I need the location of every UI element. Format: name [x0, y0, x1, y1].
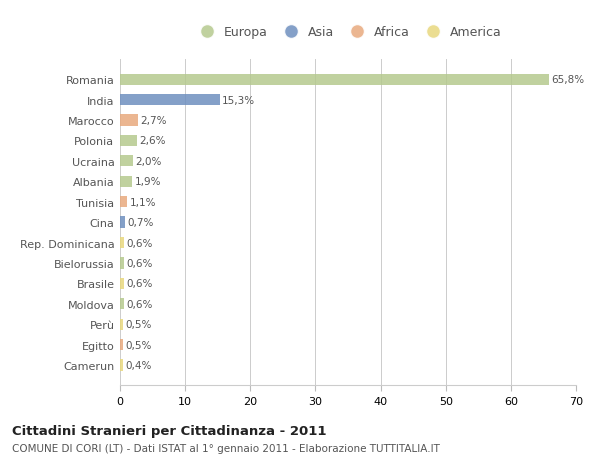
- Bar: [120, 156, 133, 167]
- Bar: [120, 217, 125, 228]
- Bar: [120, 135, 137, 147]
- Text: 2,0%: 2,0%: [136, 157, 162, 167]
- Text: 15,3%: 15,3%: [222, 95, 256, 106]
- Text: 0,6%: 0,6%: [127, 279, 153, 289]
- Text: 0,5%: 0,5%: [126, 319, 152, 330]
- Bar: [120, 359, 122, 371]
- Bar: [120, 258, 124, 269]
- Text: 0,6%: 0,6%: [127, 238, 153, 248]
- Text: 65,8%: 65,8%: [551, 75, 584, 85]
- Bar: [120, 319, 123, 330]
- Text: 0,4%: 0,4%: [125, 360, 152, 370]
- Text: 1,1%: 1,1%: [130, 197, 156, 207]
- Text: 0,6%: 0,6%: [127, 299, 153, 309]
- Bar: [120, 115, 137, 126]
- Bar: [120, 176, 133, 187]
- Bar: [120, 339, 123, 350]
- Text: COMUNE DI CORI (LT) - Dati ISTAT al 1° gennaio 2011 - Elaborazione TUTTITALIA.IT: COMUNE DI CORI (LT) - Dati ISTAT al 1° g…: [12, 443, 440, 453]
- Text: 2,6%: 2,6%: [140, 136, 166, 146]
- Text: 0,5%: 0,5%: [126, 340, 152, 350]
- Bar: [120, 298, 124, 310]
- Bar: [120, 74, 548, 86]
- Text: 0,6%: 0,6%: [127, 258, 153, 269]
- Bar: [120, 278, 124, 289]
- Text: 1,9%: 1,9%: [135, 177, 161, 187]
- Text: 0,7%: 0,7%: [127, 218, 154, 228]
- Bar: [120, 95, 220, 106]
- Text: Cittadini Stranieri per Cittadinanza - 2011: Cittadini Stranieri per Cittadinanza - 2…: [12, 424, 326, 437]
- Bar: [120, 237, 124, 249]
- Text: 2,7%: 2,7%: [140, 116, 167, 126]
- Bar: [120, 196, 127, 208]
- Legend: Europa, Asia, Africa, America: Europa, Asia, Africa, America: [191, 23, 505, 41]
